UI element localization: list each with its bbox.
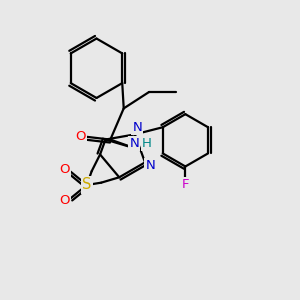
Text: F: F — [182, 178, 189, 191]
Text: O: O — [59, 194, 70, 207]
Text: O: O — [59, 163, 70, 176]
Text: H: H — [142, 137, 152, 150]
Text: O: O — [75, 130, 86, 143]
Text: S: S — [82, 178, 92, 193]
Text: N: N — [146, 160, 155, 172]
Text: N: N — [132, 121, 142, 134]
Text: N: N — [129, 137, 139, 150]
